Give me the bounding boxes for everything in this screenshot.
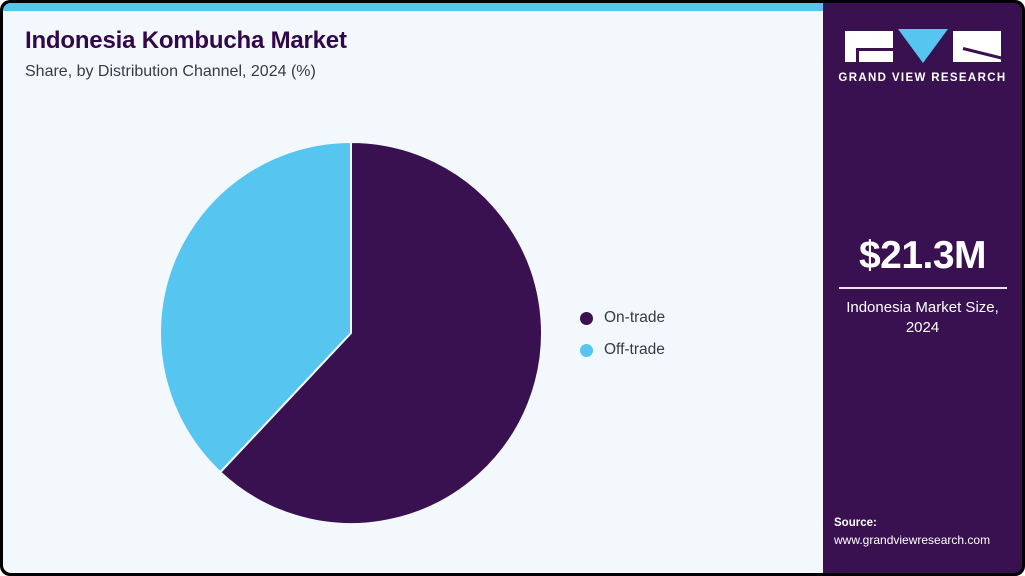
source-url[interactable]: www.grandviewresearch.com [834, 532, 991, 547]
brand-name: GRAND VIEW RESEARCH [838, 72, 1007, 84]
source-block: Source: www.grandviewresearch.com [834, 515, 1022, 549]
title-block: Indonesia Kombucha Market Share, by Dist… [25, 27, 725, 83]
logo-triangle-icon [897, 29, 948, 63]
market-size-stat: $21.3M Indonesia Market Size, 2024 [823, 234, 1022, 338]
pie-slice-off-trade[interactable] [160, 142, 352, 474]
legend-swatch-off-trade [580, 343, 593, 357]
stat-caption: Indonesia Market Size, 2024 [846, 298, 999, 337]
stat-value: $21.3M [858, 234, 987, 277]
page-title: Indonesia Kombucha Market [25, 27, 347, 54]
brand-panel: GRAND VIEW RESEARCH $21.3M Indonesia Mar… [823, 3, 1022, 573]
legend-swatch-on-trade [580, 311, 593, 325]
source-label: Source: [834, 516, 877, 529]
logo-g-icon [844, 30, 893, 62]
page-subtitle: Share, by Distribution Channel, 2024 (%) [25, 62, 316, 80]
stat-divider [838, 286, 1007, 289]
legend-label-on-trade: On-trade [604, 309, 666, 326]
legend-item-off-trade[interactable]: Off-trade [580, 334, 665, 366]
chart-legend: On-trade Off-trade [580, 302, 665, 366]
top-accent-bar [3, 3, 824, 11]
pie-chart-svg [160, 142, 542, 524]
legend-label-off-trade: Off-trade [604, 341, 665, 358]
brand-logo: GRAND VIEW RESEARCH [823, 29, 1022, 84]
logo-r-icon [952, 30, 1001, 62]
pie-slice-on-trade[interactable] [218, 142, 542, 524]
logo-marks [823, 29, 1022, 63]
legend-item-on-trade[interactable]: On-trade [580, 302, 665, 334]
pie-chart [160, 142, 542, 524]
chart-card: Indonesia Kombucha Market Share, by Dist… [3, 3, 824, 573]
